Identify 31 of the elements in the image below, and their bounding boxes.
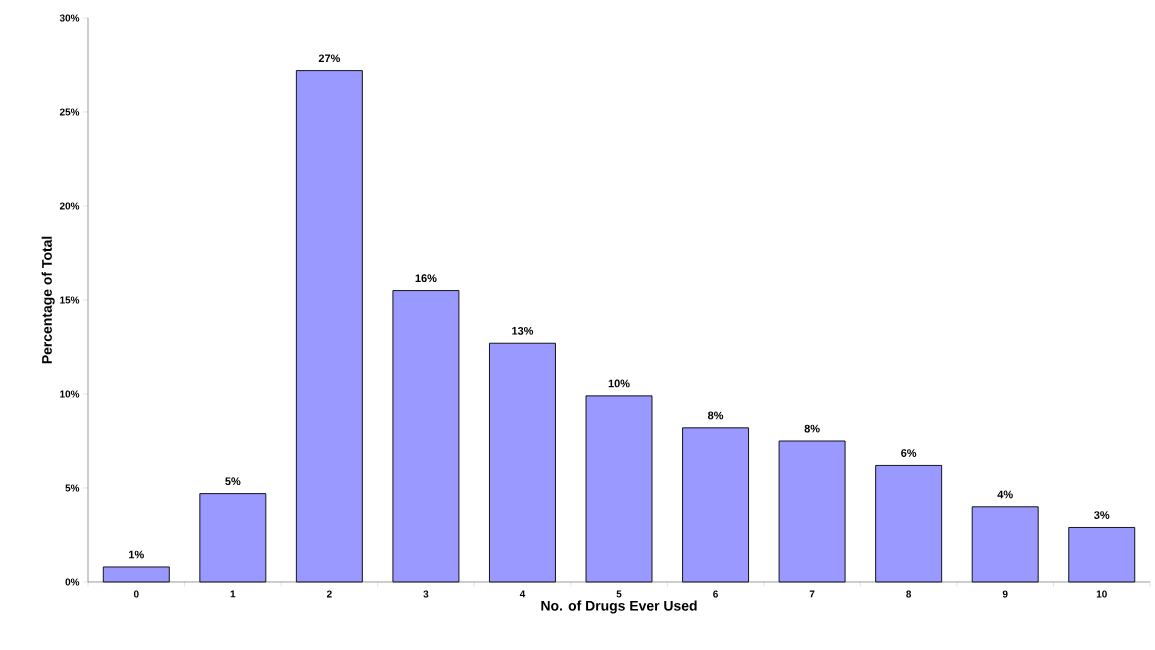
x-tick-label: 9 — [1002, 590, 1008, 598]
data-label: 5% — [225, 477, 241, 486]
y-tick-label: 0% — [65, 578, 80, 586]
x-tick-label: 5 — [616, 590, 622, 598]
data-label: 27% — [318, 54, 341, 63]
x-tick-label: 3 — [423, 590, 429, 598]
data-label: 1% — [129, 550, 144, 559]
y-axis-title: Percentage of Total — [41, 236, 55, 364]
data-label: 10% — [608, 379, 630, 388]
x-axis-title: No. of Drugs Ever Used — [541, 600, 697, 614]
y-tick-label: 25% — [59, 108, 80, 116]
y-tick-label: 5% — [65, 484, 80, 492]
y-tick-label: 20% — [59, 202, 80, 210]
data-label: 16% — [415, 274, 437, 283]
x-tick-label: 7 — [809, 590, 815, 598]
x-tick-label: 6 — [713, 590, 718, 598]
data-label: 8% — [804, 424, 820, 433]
data-label: 13% — [512, 326, 534, 335]
y-tick-label: 10% — [60, 390, 80, 398]
x-tick-label: 2 — [326, 590, 332, 598]
data-label: 3% — [1094, 511, 1110, 519]
data-label: 6% — [901, 449, 917, 457]
x-tick-label: 4 — [519, 590, 526, 598]
y-tick-label: 15% — [60, 296, 80, 304]
data-label: 8% — [707, 411, 724, 420]
data-label: 4% — [997, 490, 1013, 499]
y-tick-label: 30% — [59, 14, 80, 22]
x-tick-label: 0 — [133, 590, 139, 598]
x-tick-label: 10 — [1096, 590, 1107, 598]
x-tick-label: 1 — [230, 590, 236, 598]
x-tick-label: 8 — [906, 590, 912, 598]
